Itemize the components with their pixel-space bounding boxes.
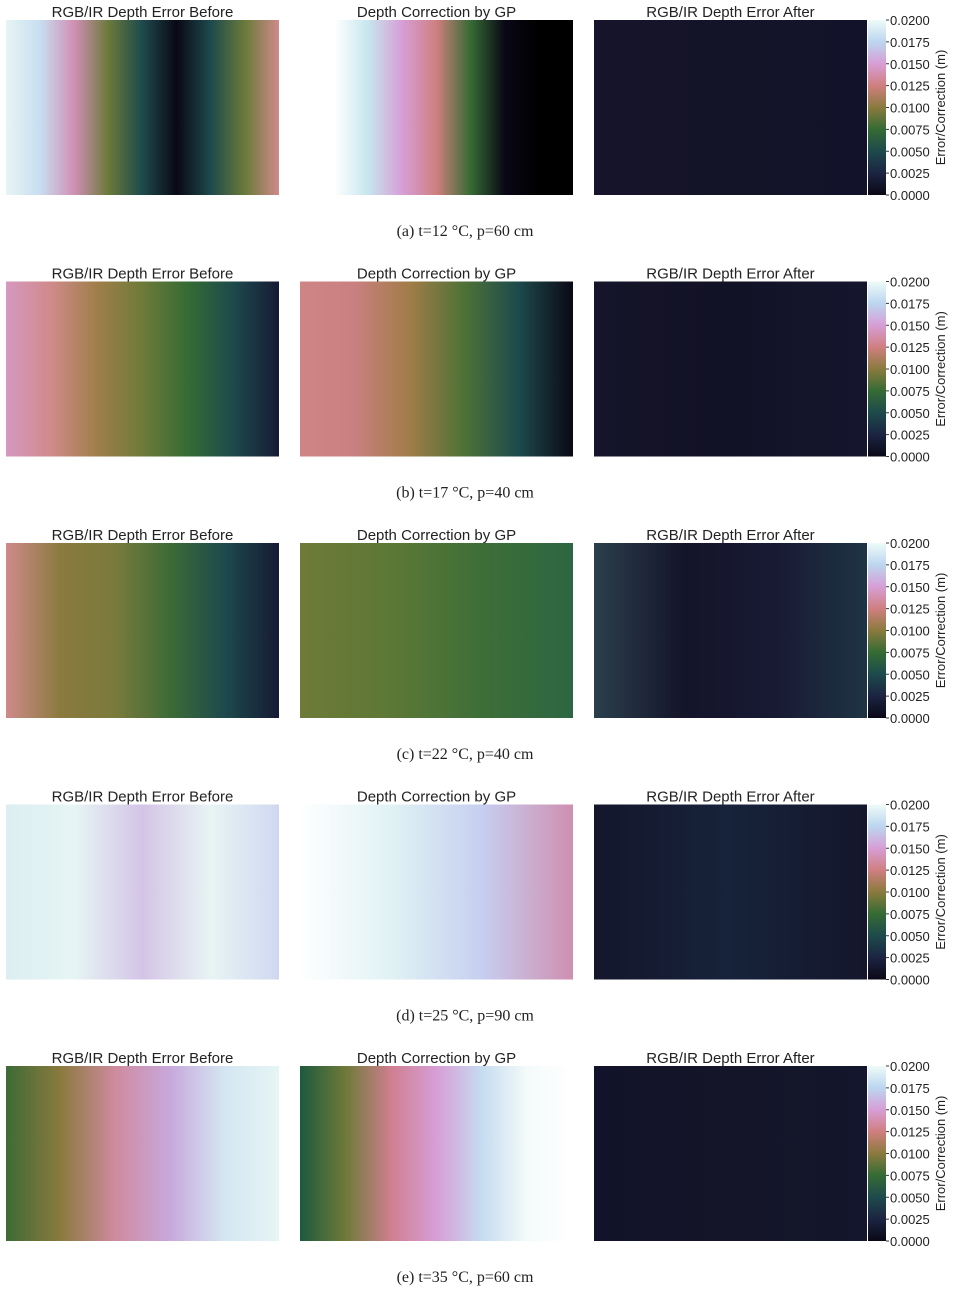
colorbar-tick-label: 0.0150 <box>890 841 930 856</box>
colorbar-tick-label: 0.0125 <box>890 340 930 355</box>
colorbar-tick-label: 0.0000 <box>890 973 930 988</box>
colorbar-tick-label: 0.0075 <box>890 907 930 922</box>
colorbar-tick-label: 0.0025 <box>890 951 930 966</box>
colorbar-tick-label: 0.0100 <box>890 885 930 900</box>
colorbar-tick-label: 0.0050 <box>890 929 930 944</box>
caption: (a) t=12 °C, p=60 cm <box>397 223 534 240</box>
colorbar-tick-label: 0.0000 <box>890 450 930 465</box>
panel-title: RGB/IR Depth Error After <box>646 527 814 544</box>
colorbar-tick-label: 0.0175 <box>890 35 930 50</box>
colorbar-tick-label: 0.0050 <box>890 1190 930 1205</box>
panel-title: RGB/IR Depth Error Before <box>52 789 234 806</box>
caption: (d) t=25 °C, p=90 cm <box>396 1008 534 1025</box>
colorbar-tick-label: 0.0075 <box>890 1168 930 1183</box>
colorbar-label: Error/Correction (m) <box>933 573 948 689</box>
caption: (c) t=22 °C, p=40 cm <box>397 746 534 763</box>
panel-title: RGB/IR Depth Error After <box>646 4 814 21</box>
colorbar-tick-label: 0.0100 <box>890 1147 930 1162</box>
heatmap-image <box>300 281 573 457</box>
figure-row: RGB/IR Depth Error Before Depth Correctio… <box>6 789 948 1025</box>
colorbar-tick-label: 0.0000 <box>890 711 930 726</box>
colorbar-tick-label: 0.0000 <box>890 1234 930 1249</box>
heatmap-image <box>6 281 279 457</box>
panel-title: RGB/IR Depth Error Before <box>52 527 234 544</box>
heatmap-image <box>6 804 279 980</box>
figure-row: RGB/IR Depth Error Before Depth Correctio… <box>6 1050 948 1286</box>
colorbar-tick-label: 0.0075 <box>890 122 930 137</box>
heatmap-image <box>594 543 867 718</box>
panel-title: RGB/IR Depth Error After <box>646 1050 814 1067</box>
heatmap-image <box>594 1066 867 1241</box>
heatmap-image <box>594 20 867 195</box>
panel-title: Depth Correction by GP <box>357 527 516 544</box>
colorbar-tick-label: 0.0200 <box>890 1059 930 1074</box>
colorbar-tick-label: 0.0175 <box>890 819 930 834</box>
colorbar-label: Error/Correction (m) <box>933 311 948 427</box>
colorbar-tick-label: 0.0175 <box>890 558 930 573</box>
heatmap-image <box>6 20 279 195</box>
panel-title: Depth Correction by GP <box>357 789 516 806</box>
colorbar-tick-label: 0.0150 <box>890 318 930 333</box>
colorbar-label: Error/Correction (m) <box>933 50 948 166</box>
heatmap-image <box>6 1066 279 1241</box>
colorbar-label: Error/Correction (m) <box>933 834 948 950</box>
colorbar-tick-label: 0.0050 <box>890 667 930 682</box>
colorbar <box>868 543 886 718</box>
colorbar-label: Error/Correction (m) <box>933 1096 948 1212</box>
colorbar-tick-label: 0.0025 <box>890 689 930 704</box>
heatmap-image <box>6 543 279 718</box>
colorbar-tick-label: 0.0050 <box>890 406 930 421</box>
colorbar-tick-label: 0.0025 <box>890 428 930 443</box>
colorbar-tick-label: 0.0175 <box>890 296 930 311</box>
colorbar <box>868 20 886 195</box>
colorbar-tick-label: 0.0125 <box>890 602 930 617</box>
figure-row: RGB/IR Depth Error Before Depth Correctio… <box>6 266 948 502</box>
panel-title: Depth Correction by GP <box>357 1050 516 1067</box>
colorbar-tick-label: 0.0100 <box>890 101 930 116</box>
figure-row: RGB/IR Depth Error Before Depth Correctio… <box>6 527 948 763</box>
heatmap-image <box>300 543 573 718</box>
heatmap-image <box>594 281 867 457</box>
panel-title: RGB/IR Depth Error Before <box>52 1050 234 1067</box>
colorbar-tick-label: 0.0100 <box>890 362 930 377</box>
colorbar-tick-label: 0.0025 <box>890 166 930 181</box>
panel-title: RGB/IR Depth Error Before <box>52 266 234 283</box>
colorbar-tick-label: 0.0150 <box>890 580 930 595</box>
colorbar-tick-label: 0.0175 <box>890 1081 930 1096</box>
colorbar-tick-label: 0.0000 <box>890 188 930 203</box>
colorbar-tick-label: 0.0200 <box>890 798 930 813</box>
heatmap-image <box>300 1066 573 1241</box>
colorbar <box>868 281 886 457</box>
colorbar-tick-label: 0.0100 <box>890 624 930 639</box>
heatmap-image <box>300 20 573 195</box>
colorbar <box>868 804 886 980</box>
colorbar-tick-label: 0.0075 <box>890 645 930 660</box>
colorbar-tick-label: 0.0200 <box>890 536 930 551</box>
colorbar-tick-label: 0.0200 <box>890 13 930 28</box>
heatmap-image <box>594 804 867 980</box>
caption: (e) t=35 °C, p=60 cm <box>397 1269 534 1286</box>
colorbar-tick-label: 0.0150 <box>890 1103 930 1118</box>
panel-title: RGB/IR Depth Error After <box>646 789 814 806</box>
panel-title: Depth Correction by GP <box>357 266 516 283</box>
heatmap-image <box>300 804 573 980</box>
panel-title: Depth Correction by GP <box>357 4 516 21</box>
figure-row: RGB/IR Depth Error Before Depth Correctio… <box>6 4 948 240</box>
colorbar-tick-label: 0.0125 <box>890 863 930 878</box>
panel-title: RGB/IR Depth Error Before <box>52 4 234 21</box>
colorbar-tick-label: 0.0050 <box>890 144 930 159</box>
colorbar-tick-label: 0.0075 <box>890 384 930 399</box>
colorbar-tick-label: 0.0200 <box>890 275 930 290</box>
colorbar-tick-label: 0.0125 <box>890 1125 930 1140</box>
colorbar-tick-label: 0.0150 <box>890 57 930 72</box>
caption: (b) t=17 °C, p=40 cm <box>396 485 534 502</box>
colorbar-tick-label: 0.0025 <box>890 1212 930 1227</box>
colorbar <box>868 1066 886 1241</box>
panel-title: RGB/IR Depth Error After <box>646 266 814 283</box>
colorbar-tick-label: 0.0125 <box>890 79 930 94</box>
